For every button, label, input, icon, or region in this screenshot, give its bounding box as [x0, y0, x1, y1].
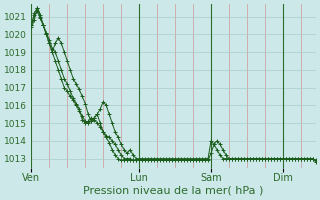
- X-axis label: Pression niveau de la mer( hPa ): Pression niveau de la mer( hPa ): [84, 186, 264, 196]
